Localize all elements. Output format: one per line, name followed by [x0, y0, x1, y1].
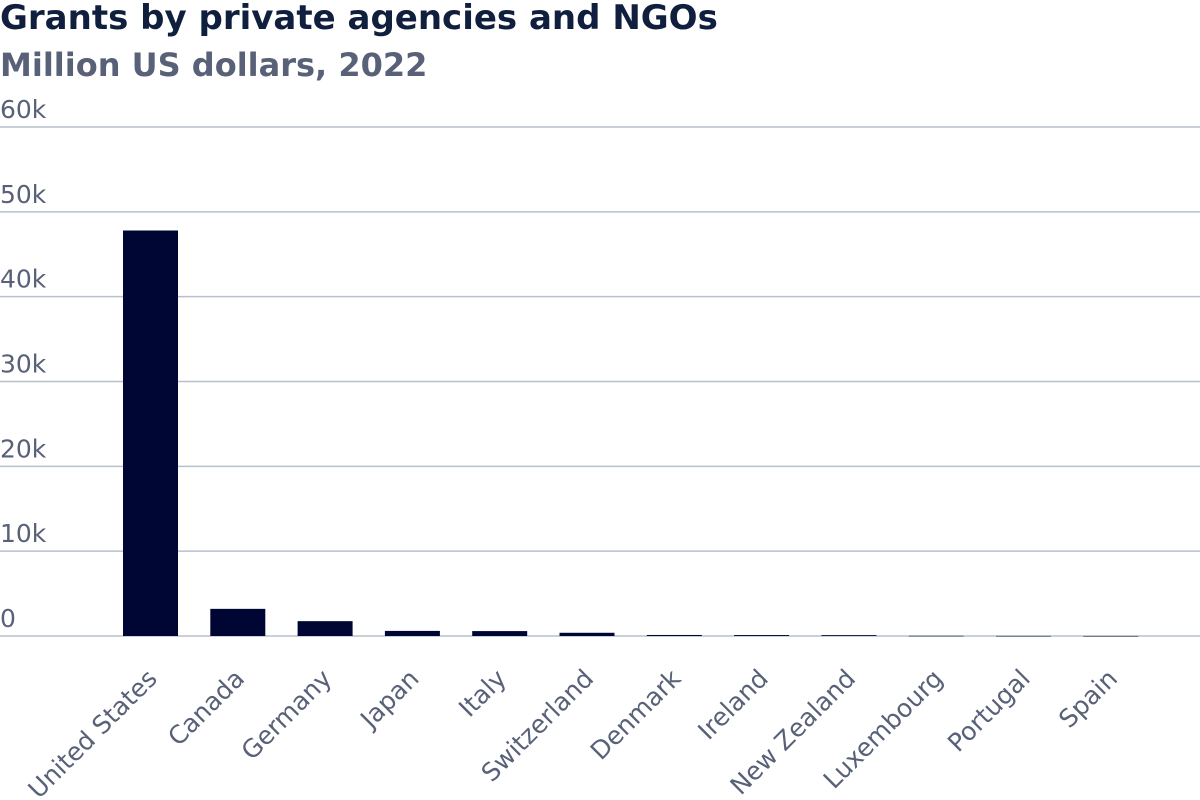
y-tick-label: 30k — [0, 350, 47, 379]
chart-title: Grants by private agencies and NGOs — [0, 0, 718, 38]
bar — [1083, 635, 1139, 637]
x-tick-label: Portugal — [942, 664, 1036, 758]
y-axis-ticks: 0 10k 20k 30k 40k 50k 60k — [0, 95, 47, 633]
x-tick-label: Denmark — [585, 663, 687, 765]
bar — [472, 631, 528, 636]
y-tick-label: 10k — [0, 519, 47, 548]
x-tick-label: Italy — [453, 664, 512, 723]
bar — [908, 635, 964, 637]
y-tick-label: 40k — [0, 265, 47, 294]
x-tick-label: Japan — [353, 664, 424, 735]
gridlines — [0, 126, 1200, 637]
bar — [384, 630, 440, 636]
x-tick-label: Canada — [162, 664, 250, 752]
bar — [297, 621, 353, 636]
y-tick-label: 60k — [0, 95, 47, 124]
x-tick-label: Ireland — [692, 664, 774, 746]
y-tick-label: 0 — [0, 604, 16, 633]
y-tick-label: 20k — [0, 434, 47, 463]
y-tick-label: 50k — [0, 180, 47, 209]
bars — [123, 230, 1139, 637]
bar — [996, 635, 1051, 637]
bar — [646, 634, 702, 636]
bar — [123, 230, 178, 636]
bar — [559, 632, 615, 636]
x-tick-label: Germany — [236, 664, 338, 766]
bar — [210, 608, 266, 636]
x-tick-label: United States — [23, 664, 163, 800]
x-tick-label: Spain — [1053, 664, 1123, 734]
chart-subtitle: Million US dollars, 2022 — [0, 46, 428, 84]
bar — [821, 635, 877, 636]
bar — [734, 635, 790, 636]
